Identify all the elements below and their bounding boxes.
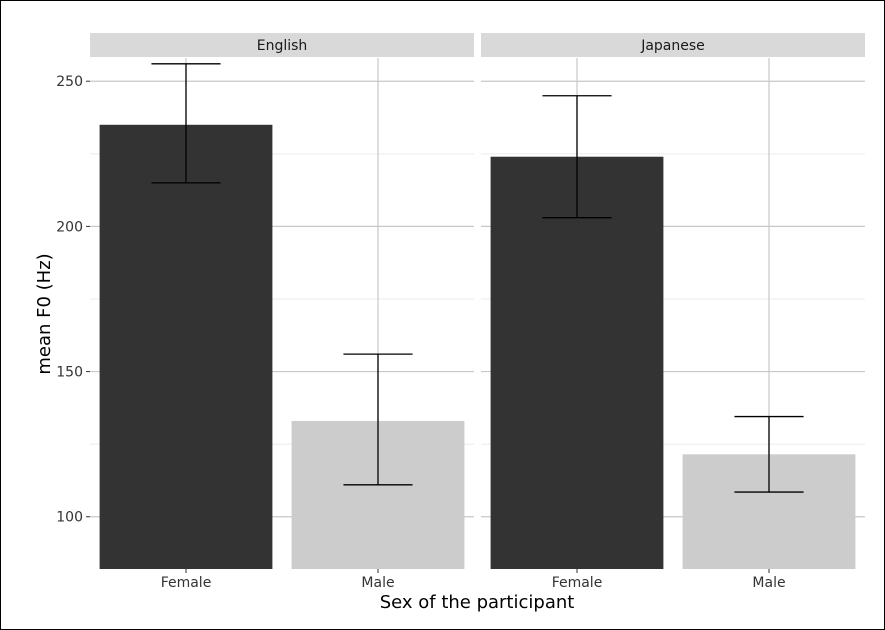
x-axis: Female Male Female Male: [161, 569, 786, 591]
x-tick-label: Female: [552, 575, 603, 591]
facet-panel-english: English: [90, 33, 474, 569]
facet-panel-japanese: Japanese: [481, 33, 865, 569]
y-tick-label: 150: [56, 365, 83, 381]
x-tick-label: Male: [361, 575, 394, 591]
y-axis: 100 150 200 250: [56, 74, 90, 526]
bar-female: [99, 124, 273, 569]
x-tick-label: Male: [752, 575, 785, 591]
facet-strip: [90, 33, 474, 57]
bar-female: [490, 156, 664, 569]
facet-strip-label: English: [257, 38, 308, 54]
y-tick-label: 200: [56, 219, 83, 235]
y-tick-label: 250: [56, 74, 83, 90]
facet-strip: [481, 33, 865, 57]
facet-panels: English Japanese: [90, 33, 865, 569]
facet-strip-label: Japanese: [640, 38, 705, 54]
y-tick-label: 100: [56, 510, 83, 526]
x-axis-title: Sex of the participant: [380, 592, 575, 613]
x-tick-label: Female: [161, 575, 212, 591]
y-axis-title: mean F0 (Hz): [34, 253, 55, 374]
